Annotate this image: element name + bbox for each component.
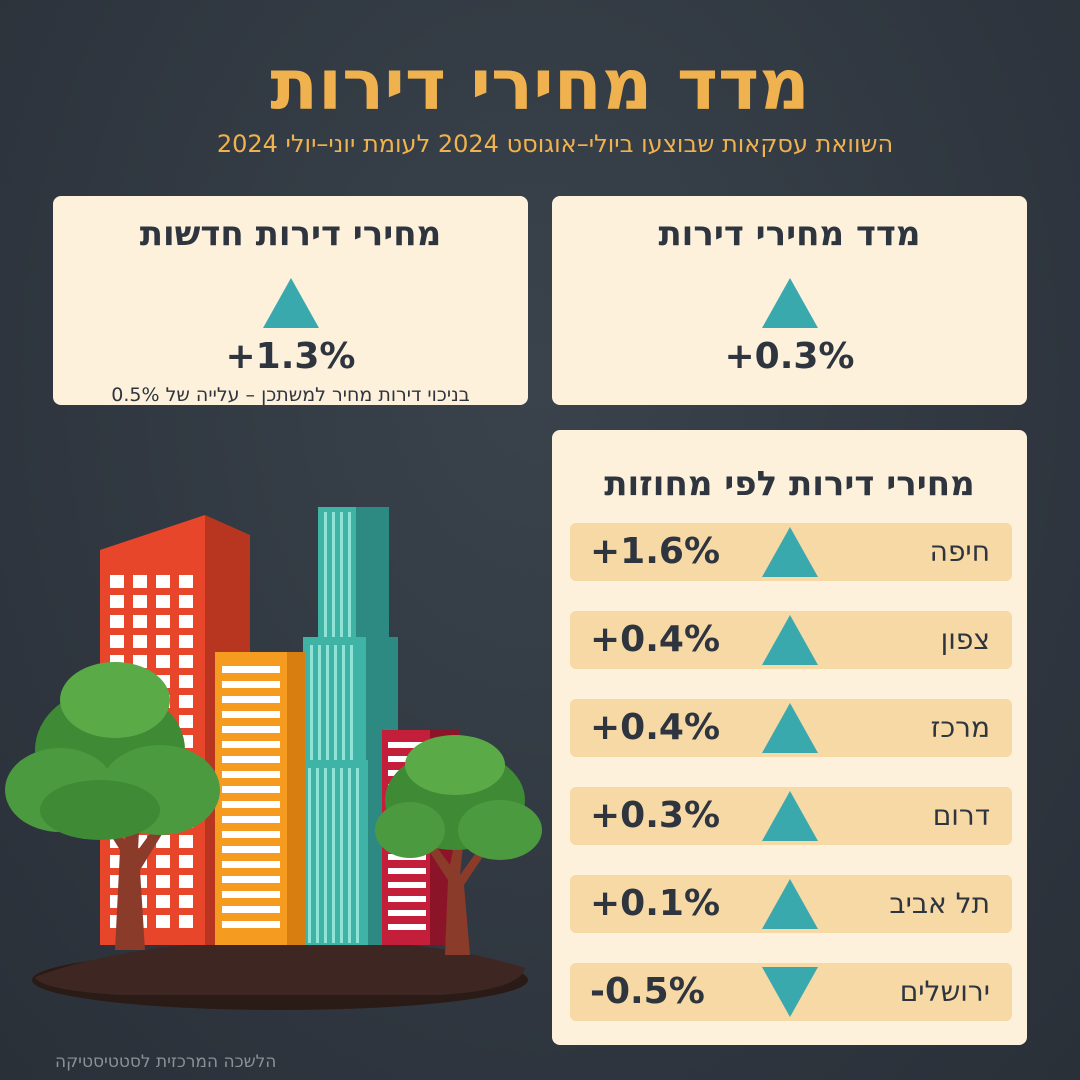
buildings-and-trees-illustration — [5, 507, 542, 1010]
index-card-value: +0.3% — [724, 336, 855, 377]
index-card-title: מדד מחירי דירות — [658, 214, 921, 254]
page-title: מדד מחירי דירות — [270, 44, 810, 126]
district-value: -0.5% — [590, 971, 705, 1012]
index-card: מדד מחירי דירות +0.3% — [552, 196, 1027, 405]
new-dwellings-card-title: מחירי דירות חדשות — [139, 214, 442, 254]
district-name: חיפה — [929, 535, 990, 568]
district-row: תל אביב +0.1% — [570, 875, 1012, 933]
districts-card: מחירי דירות לפי מחוזות חיפה +1.6% צפון +0.4… — [552, 430, 1027, 1045]
triangle-up-icon — [762, 879, 818, 929]
new-dwellings-card-value: +1.3% — [225, 336, 356, 377]
district-name: צפון — [940, 623, 990, 656]
district-row: מרכז +0.4% — [570, 699, 1012, 757]
district-value: +0.4% — [590, 619, 721, 660]
triangle-up-icon — [762, 791, 818, 841]
source-credit: הלשכה המרכזית לסטטיסטיקה — [55, 1052, 277, 1072]
districts-card-title: מחירי דירות לפי מחוזות — [604, 464, 975, 504]
new-dwellings-card: מחירי דירות חדשות +1.3% בניכוי דירות מחי… — [53, 196, 528, 406]
triangle-up-icon — [762, 615, 818, 665]
district-value: +0.1% — [590, 883, 721, 924]
district-value: +0.3% — [590, 795, 721, 836]
triangle-up-icon — [262, 278, 319, 328]
district-name: תל אביב — [889, 887, 990, 920]
triangle-up-icon — [761, 278, 818, 328]
district-row: צפון +0.4% — [570, 611, 1012, 669]
district-value: +1.6% — [590, 531, 721, 572]
district-row: חיפה +1.6% — [570, 523, 1012, 581]
new-dwellings-card-note: בניכוי דירות מחיר למשתכן – עלייה של 0.5% — [111, 384, 470, 406]
page-subtitle: השוואת עסקאות שבוצעו ביולי–אוגוסט 2024 ל… — [216, 130, 894, 158]
district-value: +0.4% — [590, 707, 721, 748]
tree-icon — [5, 662, 220, 950]
district-name: ירושלים — [899, 975, 990, 1008]
district-name: דרום — [932, 799, 990, 832]
teal-tower — [293, 507, 398, 945]
triangle-up-icon — [762, 527, 818, 577]
orange-building — [215, 652, 305, 945]
district-row: דרום +0.3% — [570, 787, 1012, 845]
district-name: מרכז — [930, 711, 990, 744]
triangle-down-icon — [762, 967, 818, 1017]
district-row: ירושלים -0.5% — [570, 963, 1012, 1021]
triangle-up-icon — [762, 703, 818, 753]
tree-icon — [375, 735, 542, 955]
